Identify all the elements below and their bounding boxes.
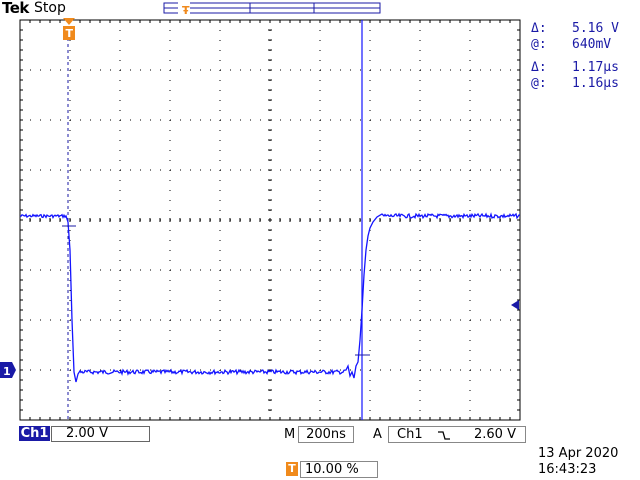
date-readout: 13 Apr 2020 [538, 446, 619, 461]
delta-amplitude-value: 5.16 V [572, 21, 619, 36]
acquisition-state: Stop [34, 0, 66, 16]
trigger-readout[interactable]: Ch1 2.60 V [388, 426, 526, 443]
svg-text:Ŧ: Ŧ [182, 4, 190, 17]
delta-time-value: 1.17µs [572, 60, 619, 75]
timebase[interactable]: 200ns [298, 426, 354, 443]
delta-time-label: Δ: [531, 60, 547, 75]
trigger-mode: A [373, 427, 382, 442]
ch1-vertical-scale[interactable]: 2.00 V [51, 426, 150, 442]
svg-text:T: T [66, 27, 74, 40]
trigger-position-marker[interactable]: T [63, 18, 75, 40]
record-length-bar[interactable]: Ŧ [163, 2, 381, 17]
trigger-position-icon: T [286, 462, 298, 476]
falling-edge-icon [438, 431, 450, 440]
ch1-tag[interactable]: Ch1 [19, 426, 50, 441]
ch1-waveform [19, 212, 520, 383]
trigger-level: 2.60 V [474, 427, 516, 442]
time-readout: 16:43:23 [538, 462, 597, 477]
delta-amplitude-label: Δ: [531, 21, 547, 36]
svg-text:1: 1 [3, 365, 11, 378]
trigger-position-value[interactable]: 10.00 % [300, 461, 378, 478]
trigger-level-marker[interactable] [511, 300, 519, 310]
brand-logo: Tek [2, 0, 29, 17]
trigger-source: Ch1 [397, 427, 423, 442]
cursor-time-label: @: [531, 76, 547, 91]
graticule [19, 19, 521, 421]
cursor-time-value: 1.16µs [572, 76, 619, 91]
horizontal-mode: M [284, 427, 296, 442]
cursor-amplitude-value: 640mV [572, 37, 612, 52]
ch1-ground-marker[interactable]: 1 [0, 362, 16, 378]
cursor-amplitude-label: @: [531, 37, 547, 52]
